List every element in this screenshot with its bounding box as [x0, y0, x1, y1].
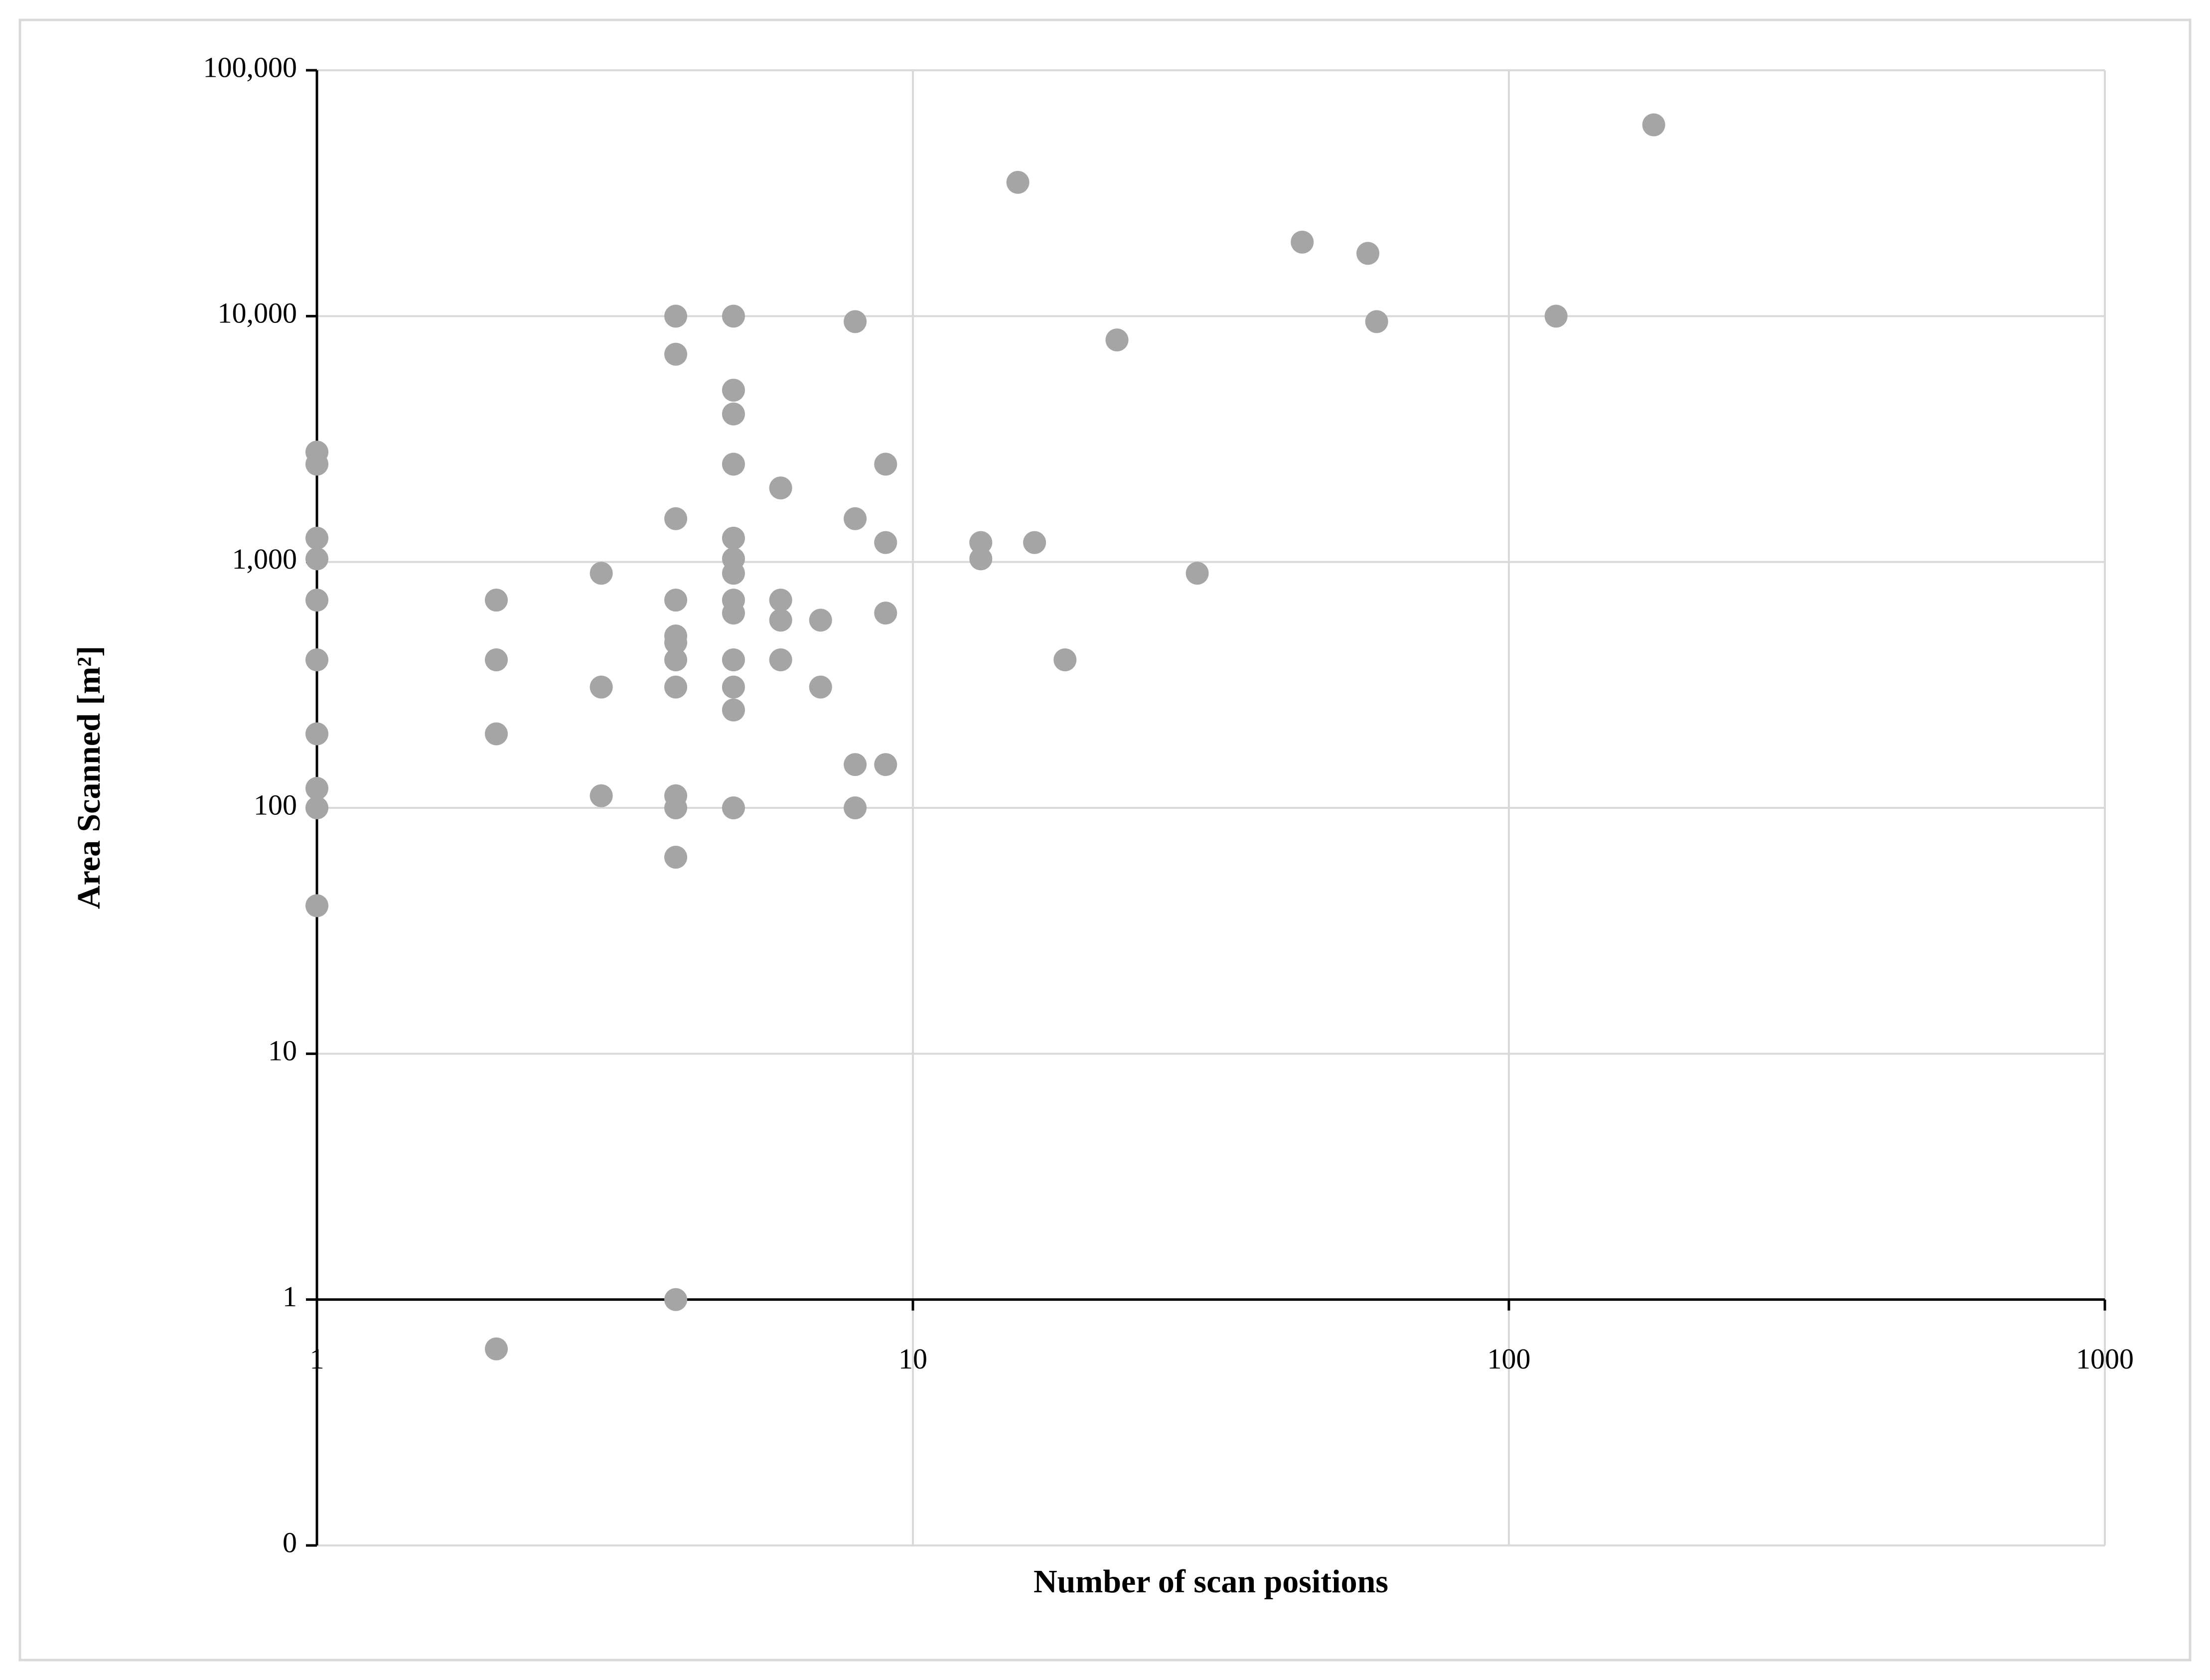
- point: [1291, 230, 1314, 254]
- y-axis-label: Area Scanned [m²]: [71, 646, 107, 909]
- point: [874, 753, 897, 776]
- point: [305, 547, 328, 571]
- point: [485, 589, 508, 612]
- point: [844, 507, 867, 530]
- x-tick-label: 10: [898, 1343, 927, 1375]
- point: [1105, 328, 1129, 352]
- y-tick-label: 10: [268, 1035, 297, 1067]
- point: [844, 310, 867, 333]
- point: [664, 1288, 688, 1311]
- y-tick-label: 10,000: [218, 297, 297, 329]
- point: [485, 648, 508, 671]
- point: [305, 453, 328, 476]
- x-tick-label: 100: [1487, 1343, 1531, 1375]
- chart-border: [18, 18, 2192, 1662]
- point: [305, 776, 328, 800]
- point: [1356, 242, 1380, 265]
- y-tick-label: 1: [283, 1280, 297, 1313]
- y-tick-label: 100,000: [203, 51, 297, 83]
- point: [722, 305, 745, 328]
- point: [844, 753, 867, 776]
- point: [722, 453, 745, 476]
- y-tick-label: 1,000: [232, 543, 297, 575]
- point: [589, 675, 613, 699]
- point: [722, 526, 745, 550]
- x-tick-label: 1000: [2076, 1343, 2134, 1375]
- x-axis-label: Number of scan positions: [1033, 1563, 1388, 1600]
- y-tick-label: 0: [283, 1526, 297, 1558]
- point: [809, 675, 832, 699]
- point: [664, 305, 688, 328]
- point: [769, 476, 792, 500]
- point: [722, 698, 745, 722]
- point: [769, 648, 792, 671]
- point: [769, 589, 792, 612]
- point: [305, 589, 328, 612]
- point: [722, 796, 745, 819]
- point: [874, 602, 897, 625]
- point: [809, 609, 832, 632]
- y-tick-label: 100: [254, 788, 297, 821]
- point: [1185, 562, 1209, 585]
- point: [485, 722, 508, 746]
- point: [589, 562, 613, 585]
- point: [1544, 305, 1568, 328]
- point: [1006, 170, 1030, 194]
- point: [1642, 113, 1665, 137]
- point: [664, 507, 688, 530]
- point: [844, 796, 867, 819]
- point: [722, 402, 745, 426]
- point: [664, 648, 688, 671]
- point: [664, 342, 688, 366]
- point: [969, 531, 993, 554]
- point: [874, 453, 897, 476]
- point: [664, 845, 688, 869]
- point: [722, 378, 745, 402]
- point: [664, 675, 688, 699]
- point: [722, 562, 745, 585]
- point: [722, 602, 745, 625]
- point: [305, 722, 328, 746]
- point: [1365, 310, 1388, 333]
- point: [485, 1337, 508, 1361]
- point: [664, 796, 688, 819]
- point: [969, 547, 993, 571]
- point: [1023, 531, 1046, 554]
- point: [305, 894, 328, 917]
- point: [664, 589, 688, 612]
- point: [305, 796, 328, 819]
- point: [664, 631, 688, 654]
- point: [874, 531, 897, 554]
- point: [305, 526, 328, 550]
- point: [1053, 648, 1077, 671]
- point: [769, 609, 792, 632]
- point: [722, 675, 745, 699]
- point: [589, 784, 613, 807]
- point: [305, 648, 328, 671]
- point: [722, 648, 745, 671]
